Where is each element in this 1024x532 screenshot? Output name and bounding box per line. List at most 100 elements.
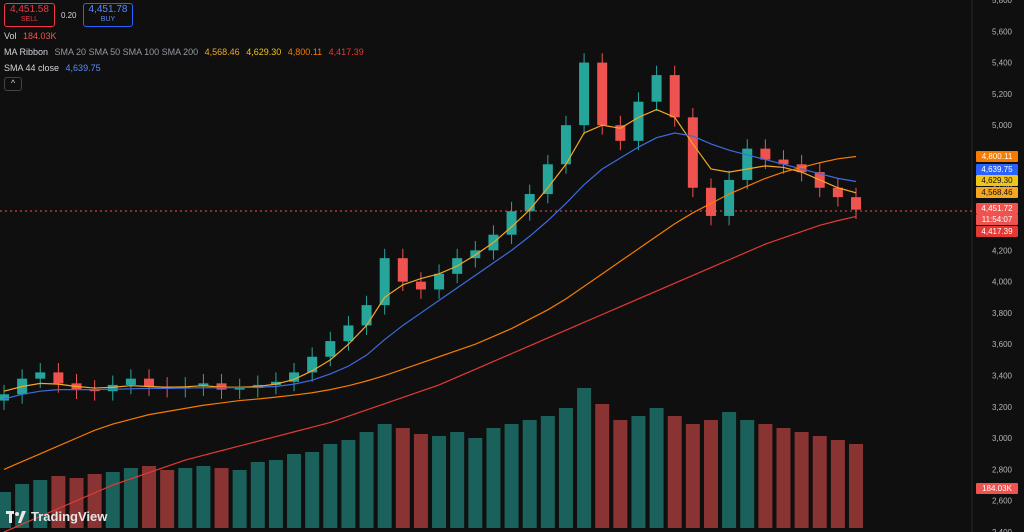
candle-body bbox=[851, 197, 861, 210]
volume-bar bbox=[160, 470, 175, 528]
candle-body bbox=[361, 305, 372, 326]
candle-body bbox=[579, 62, 590, 126]
ma-ribbon-legend[interactable]: MA Ribbon SMA 20 SMA 50 SMA 100 SMA 200 … bbox=[4, 47, 368, 57]
buy-label: BUY bbox=[100, 16, 116, 23]
volume-bar bbox=[105, 472, 120, 528]
tradingview-brand: TradingView bbox=[31, 509, 108, 524]
candle-body bbox=[397, 258, 408, 282]
series-line-sma-20 bbox=[3, 108, 857, 392]
sell-button[interactable]: 4,451.58 SELL bbox=[4, 3, 55, 27]
candle-body bbox=[542, 164, 553, 195]
sma-value: 4,639.75 bbox=[65, 63, 101, 73]
ribbon-params: SMA 20 SMA 50 SMA 100 SMA 200 bbox=[54, 47, 199, 57]
y-tick-label: 3,600 bbox=[992, 340, 1013, 349]
candle-body bbox=[560, 125, 571, 165]
series-line-sma-100 bbox=[3, 155, 857, 470]
volume-bar bbox=[776, 428, 791, 528]
series-line-sma-200 bbox=[3, 215, 857, 532]
candle-body bbox=[615, 125, 626, 141]
volume-bar bbox=[359, 432, 374, 528]
candle-body bbox=[270, 381, 281, 385]
buy-button[interactable]: 4,451.78 BUY bbox=[82, 3, 134, 27]
volume-bar bbox=[69, 478, 84, 528]
candle-body bbox=[470, 250, 481, 259]
vol-value: 184.03K bbox=[23, 31, 57, 41]
candle-body bbox=[379, 258, 390, 306]
volume-bar bbox=[142, 466, 157, 528]
candle-body bbox=[778, 159, 789, 165]
candle-body bbox=[289, 372, 300, 382]
candle-body bbox=[434, 273, 445, 290]
volume-bar bbox=[540, 416, 555, 528]
candle-body bbox=[687, 117, 698, 188]
y-tick-label: 5,200 bbox=[992, 90, 1013, 99]
y-tick-label: 2,400 bbox=[992, 528, 1013, 532]
candle-body bbox=[343, 325, 354, 342]
volume-legend[interactable]: Vol 184.03K bbox=[4, 31, 61, 41]
sell-price: 4,451.58 bbox=[10, 4, 49, 15]
candle-body bbox=[760, 148, 771, 160]
candle-body bbox=[307, 356, 318, 373]
volume-bar bbox=[522, 420, 537, 528]
ribbon-value-3: 4,800.11 bbox=[287, 47, 323, 57]
candle-body bbox=[506, 211, 517, 235]
candle-body bbox=[107, 384, 118, 392]
volume-bar bbox=[486, 428, 501, 528]
volume-bar bbox=[214, 468, 229, 528]
volume-bar bbox=[450, 432, 465, 528]
volume-bar bbox=[51, 476, 66, 528]
trade-panel: 4,451.58 SELL 0.20 4,451.78 BUY bbox=[4, 3, 134, 27]
candle-body bbox=[0, 394, 9, 401]
candle-body bbox=[669, 75, 680, 118]
y-tick-label: 4,000 bbox=[992, 278, 1013, 287]
candle-body bbox=[53, 372, 64, 384]
volume-bar bbox=[0, 492, 11, 528]
tradingview-logo[interactable]: TradingView bbox=[6, 509, 107, 524]
volume-bar bbox=[577, 388, 592, 528]
volume-bar bbox=[722, 412, 737, 528]
volume-bar bbox=[830, 440, 845, 528]
volume-bar bbox=[87, 474, 102, 528]
volume-bar bbox=[123, 468, 138, 528]
volume-bar bbox=[268, 460, 283, 528]
volume-bar bbox=[232, 470, 247, 528]
volume-bar bbox=[558, 408, 573, 528]
tradingview-icon bbox=[6, 510, 26, 523]
tag-last-price: 4,451.72 bbox=[976, 203, 1018, 214]
volume-bar bbox=[413, 434, 428, 528]
volume-bar bbox=[178, 468, 193, 528]
volume-bar bbox=[15, 484, 30, 528]
candle-body bbox=[651, 75, 662, 102]
volume-bar bbox=[377, 424, 392, 528]
candle-body bbox=[325, 341, 336, 357]
candle-body bbox=[705, 187, 716, 216]
tag-sma20: 4,568.46 bbox=[976, 187, 1018, 198]
volume-bar bbox=[758, 424, 773, 528]
volume-bar bbox=[595, 404, 610, 528]
candle-body bbox=[198, 383, 209, 387]
volume-bar bbox=[341, 440, 356, 528]
vol-label: Vol bbox=[4, 31, 17, 41]
ribbon-value-1: 4,568.46 bbox=[204, 47, 240, 57]
candle-body bbox=[415, 281, 426, 290]
volume-bar bbox=[667, 416, 682, 528]
volume-bar bbox=[305, 452, 320, 528]
volume-bar bbox=[33, 480, 48, 528]
volume-bar bbox=[504, 424, 519, 528]
spread-value: 0.20 bbox=[60, 10, 77, 20]
y-tick-label: 3,400 bbox=[992, 372, 1013, 381]
volume-bar bbox=[631, 416, 646, 528]
volume-bar bbox=[395, 428, 410, 528]
y-tick-label: 2,800 bbox=[992, 465, 1013, 474]
y-tick-label: 5,000 bbox=[992, 121, 1013, 130]
sma44-legend[interactable]: SMA 44 close 4,639.75 bbox=[4, 63, 105, 73]
candle-body bbox=[597, 62, 608, 126]
candle-body bbox=[633, 101, 644, 141]
tag-countdown: 11:54:07 bbox=[976, 214, 1018, 225]
tag-sma100: 4,800.11 bbox=[976, 151, 1018, 162]
y-tick-label: 5,800 bbox=[992, 0, 1013, 5]
ribbon-value-2: 4,629.30 bbox=[246, 47, 282, 57]
volume-bar bbox=[685, 424, 700, 528]
collapse-legend-button[interactable]: ^ bbox=[4, 77, 22, 91]
